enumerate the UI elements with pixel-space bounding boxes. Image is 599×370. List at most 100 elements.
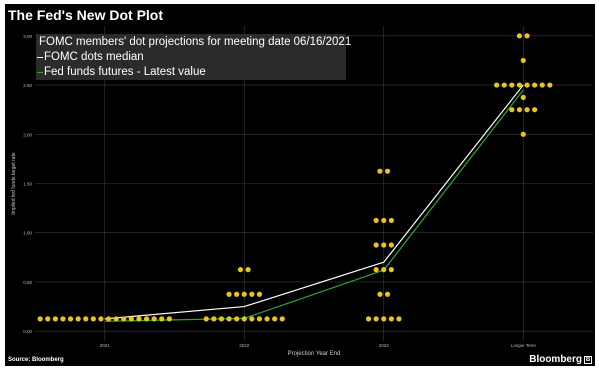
projection-dot	[241, 291, 247, 297]
futures-line	[104, 89, 524, 322]
source-note: Source: Bloomberg	[8, 357, 64, 363]
y-tick-label: 3.00	[23, 34, 32, 39]
projection-dot	[159, 316, 165, 322]
projection-dot	[249, 291, 255, 297]
legend-item-median: FOMC dots median	[36, 50, 346, 64]
projection-dot	[384, 291, 391, 297]
projection-dot	[60, 316, 66, 322]
legend-item-dot-projections: FOMC members' dot projections for meetin…	[36, 35, 351, 49]
y-tick-label: 2.00	[23, 132, 32, 137]
projection-dot	[524, 33, 530, 39]
projection-dot	[388, 217, 394, 224]
projection-dot	[532, 82, 538, 88]
projection-dot	[520, 57, 526, 64]
projection-dot	[128, 316, 134, 322]
chart-frame: The Fed's New Dot Plot 0.00 0.50 1.00 1.50 2…	[5, 4, 595, 366]
projection-dot	[166, 316, 172, 322]
projection-dot	[272, 316, 278, 322]
x-tick-label: Longer Term	[511, 343, 536, 348]
projection-dot	[373, 267, 379, 273]
y-tick-label: 0.00	[23, 329, 32, 334]
projection-dot	[501, 82, 507, 88]
median-line	[104, 84, 524, 320]
projection-dot	[264, 316, 270, 322]
x-axis-title: Projection Year End	[288, 351, 341, 357]
projection-dot	[381, 242, 387, 248]
y-tick-label: 0.50	[23, 280, 32, 285]
projection-dot	[532, 107, 538, 113]
projection-dot	[279, 316, 285, 322]
projection-dot	[524, 107, 530, 113]
projection-dot	[241, 316, 247, 322]
projection-dot	[520, 94, 526, 100]
projection-dot	[365, 316, 372, 322]
y-tick-label: 1.50	[23, 182, 32, 187]
projection-dot	[113, 316, 119, 322]
projection-dot	[75, 316, 81, 322]
projection-dot	[237, 267, 244, 273]
projection-dot	[520, 131, 526, 137]
projection-dot	[256, 291, 263, 297]
projection-dot	[218, 316, 225, 322]
projection-dot	[203, 316, 209, 322]
projection-dot	[377, 291, 383, 297]
projection-dot	[121, 316, 127, 322]
projection-dot	[67, 316, 74, 322]
projection-dot	[249, 316, 255, 322]
legend-green-line-marker	[37, 71, 43, 73]
projection-dot	[539, 82, 545, 88]
projection-dot	[494, 82, 500, 88]
projection-dot	[151, 316, 157, 322]
legend-item-futures: Fed funds futures - Latest value	[36, 65, 346, 79]
projection-dot	[211, 316, 217, 322]
projection-dot	[234, 291, 240, 297]
legend-label: Fed funds futures - Latest value	[44, 66, 206, 78]
y-tick-label: 2.50	[23, 83, 32, 88]
projection-dot	[524, 82, 530, 88]
projection-dot	[381, 217, 387, 224]
projection-dot	[396, 316, 402, 322]
projection-dot	[83, 316, 89, 322]
projection-dot	[509, 82, 515, 88]
x-tick-label: 2021	[100, 343, 111, 348]
brand-mark: Bloomberg B	[529, 354, 592, 365]
chart-title: The Fed's New Dot Plot	[8, 7, 164, 23]
projection-dot	[384, 168, 391, 174]
projection-dot	[234, 316, 240, 322]
legend-label: FOMC dots median	[44, 51, 144, 63]
projection-dot	[245, 267, 251, 273]
projection-dot	[90, 316, 96, 322]
projection-dot	[381, 267, 387, 273]
projection-dot	[105, 316, 112, 322]
projection-dot	[256, 316, 263, 322]
projection-dot	[52, 316, 58, 322]
y-axis-title: Implied fed funds target rate	[11, 152, 17, 214]
projection-dot	[516, 82, 523, 88]
x-tick-label: 2023	[379, 343, 390, 348]
projection-dot	[516, 33, 523, 39]
projection-dot	[516, 107, 523, 113]
chart-legend: FOMC members' dot projections for meetin…	[36, 34, 351, 80]
projection-dot	[226, 316, 232, 322]
y-tick-label: 1.00	[23, 231, 32, 236]
projection-dot	[547, 82, 553, 88]
projection-dot	[388, 267, 394, 273]
projection-dot	[377, 168, 383, 174]
x-tick-label: 2022	[239, 343, 250, 348]
projection-dot	[373, 316, 379, 322]
projection-dot	[45, 316, 51, 322]
brand-name: Bloomberg	[529, 354, 582, 365]
bloomberg-logo-icon: B	[584, 355, 592, 364]
projection-dot	[226, 291, 232, 297]
projection-dot	[388, 242, 394, 248]
projection-dot	[143, 316, 150, 322]
projection-dot	[388, 316, 394, 322]
projection-dot	[373, 217, 379, 224]
projection-dot	[37, 316, 43, 322]
projection-dot	[381, 316, 387, 322]
projection-dot	[509, 107, 515, 113]
projection-dot	[136, 316, 142, 322]
projection-dot	[98, 316, 104, 322]
projection-dot	[373, 242, 379, 248]
legend-white-line-marker	[37, 56, 43, 58]
